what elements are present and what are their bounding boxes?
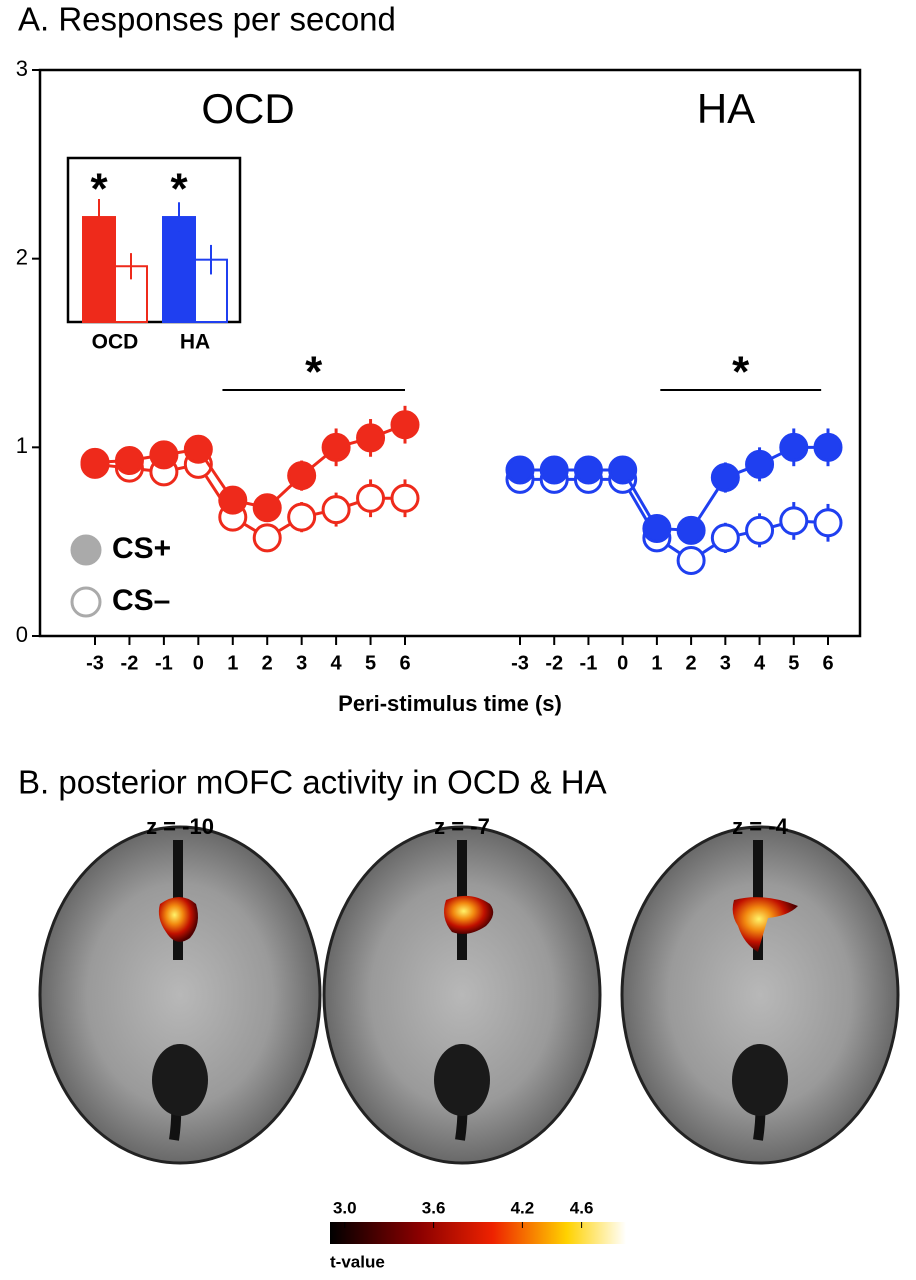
y-tick-label: 1 — [16, 433, 28, 458]
legend-marker — [70, 534, 102, 566]
inset-bar — [162, 216, 196, 323]
data-point — [710, 523, 740, 553]
x-tick-label: 6 — [822, 652, 833, 674]
data-point — [745, 515, 775, 545]
data-point — [608, 455, 638, 485]
x-tick-label: 5 — [788, 652, 799, 674]
colorbar-label: t-value — [330, 1252, 385, 1271]
colorbar — [330, 1222, 626, 1244]
inset-frame — [66, 156, 242, 324]
colorbar-tick-label: 4.6 — [570, 1198, 594, 1217]
x-tick-label: -3 — [86, 652, 104, 674]
inset-category: OCD — [92, 331, 139, 354]
brain-slice — [38, 825, 322, 1165]
data-point — [779, 432, 809, 462]
data-point — [710, 463, 740, 493]
inset-star: * — [90, 165, 108, 214]
data-point — [745, 449, 775, 479]
significance-star: * — [305, 348, 323, 397]
data-point — [390, 483, 420, 513]
slice-label: z = -4 — [732, 814, 788, 839]
data-point — [252, 493, 282, 523]
x-tick-label: 4 — [754, 652, 766, 674]
inset-category: HA — [180, 331, 210, 354]
data-point — [80, 447, 110, 477]
plot-frame — [38, 68, 862, 638]
series-line — [520, 445, 828, 532]
data-point — [356, 483, 386, 513]
data-point — [779, 506, 809, 536]
series-line — [94, 462, 405, 540]
legend-label: CS– — [112, 584, 170, 617]
x-tick-label: -1 — [580, 652, 598, 674]
x-tick-label: 0 — [617, 652, 628, 674]
group-label: OCD — [201, 85, 294, 132]
panel-a-title: A. Responses per second — [18, 1, 396, 38]
y-tick-label: 2 — [16, 244, 28, 269]
data-point — [321, 495, 351, 525]
data-point — [390, 410, 420, 440]
data-point — [642, 513, 672, 543]
data-point — [183, 434, 213, 464]
data-point — [321, 432, 351, 462]
x-tick-label: 2 — [262, 652, 273, 674]
data-point — [813, 432, 843, 462]
x-tick-label: 0 — [193, 652, 204, 674]
x-tick-label: 6 — [399, 652, 410, 674]
y-tick-label: 0 — [16, 622, 28, 647]
brain-slice — [322, 825, 602, 1165]
data-point — [252, 523, 282, 553]
colorbar-tick-label: 4.2 — [511, 1198, 535, 1217]
x-tick-label: 4 — [331, 652, 343, 674]
data-point — [149, 440, 179, 470]
series-line — [520, 477, 829, 563]
brain-slice — [620, 825, 900, 1165]
colorbar-tick-label: 3.6 — [422, 1198, 446, 1217]
colorbar-tick-label: 3.0 — [333, 1198, 357, 1217]
data-point — [505, 455, 535, 485]
data-point — [813, 508, 843, 538]
data-point — [218, 485, 248, 515]
x-tick-label: -2 — [545, 652, 563, 674]
data-point — [114, 446, 144, 476]
x-tick-label: 1 — [227, 652, 238, 674]
data-point — [573, 455, 603, 485]
x-tick-label: 5 — [365, 652, 376, 674]
data-point — [676, 546, 706, 576]
x-tick-label: 3 — [296, 652, 307, 674]
inset-star: * — [170, 165, 188, 214]
data-point — [539, 455, 569, 485]
data-point — [676, 515, 706, 545]
legend-marker — [70, 586, 102, 618]
panel-b-title: B. posterior mOFC activity in OCD & HA — [18, 764, 607, 801]
x-tick-label: -3 — [511, 652, 529, 674]
legend-label: CS+ — [112, 532, 171, 565]
x-tick-label: 3 — [720, 652, 731, 674]
y-tick-label: 3 — [16, 56, 28, 81]
significance-star: * — [732, 348, 750, 397]
x-tick-label: -1 — [155, 652, 173, 674]
slice-label: z = -7 — [434, 814, 490, 839]
group-label: HA — [697, 85, 755, 132]
x-tick-label: 2 — [686, 652, 697, 674]
data-point — [356, 423, 386, 453]
data-point — [287, 461, 317, 491]
x-tick-label: -2 — [121, 652, 139, 674]
slice-label: z = -10 — [146, 814, 214, 839]
data-point — [287, 502, 317, 532]
series-line — [94, 423, 406, 510]
x-axis-label: Peri-stimulus time (s) — [338, 691, 562, 716]
x-tick-label: 1 — [651, 652, 662, 674]
